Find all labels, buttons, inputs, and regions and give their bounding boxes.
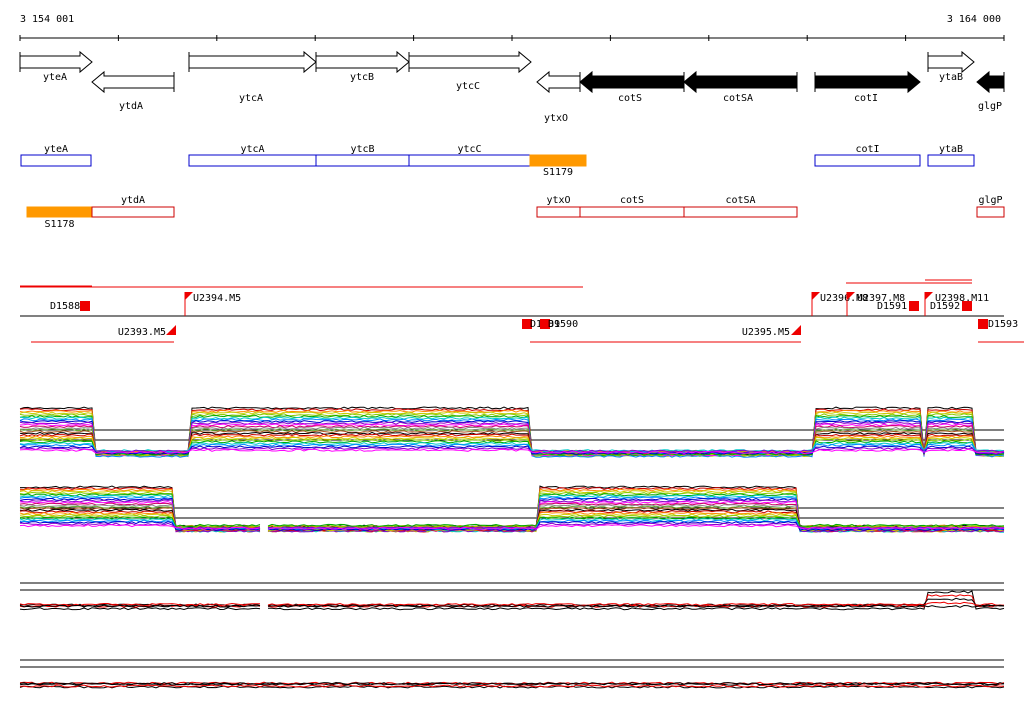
- annotation-box: [927, 154, 975, 167]
- gene-arrow: [315, 50, 410, 74]
- annotation-label: ytcC: [457, 144, 481, 155]
- feature-label: D1588: [50, 301, 80, 312]
- annotation-box: [91, 206, 175, 218]
- segment-box: [26, 206, 93, 218]
- gene-label: glgP: [978, 101, 1002, 112]
- expression-line: [19, 590, 1005, 611]
- gene-label: ytdA: [119, 101, 143, 112]
- expression-line: [19, 511, 1005, 528]
- annotation-label: ytaB: [939, 144, 963, 155]
- gene-label: ytcC: [456, 81, 480, 92]
- gene-arrow: [579, 70, 685, 94]
- feature-label: D1590: [548, 319, 578, 330]
- gene-arrow: [188, 50, 317, 74]
- annotation-box: [536, 206, 581, 218]
- annotation-box: [20, 154, 92, 167]
- feature-label: U2397.M8: [857, 293, 905, 304]
- expression-line: [19, 524, 1005, 530]
- feature-marker: [812, 292, 820, 300]
- expression-line: [19, 440, 1005, 456]
- annotation-label: ytdA: [121, 195, 145, 206]
- annotation-label: ytcA: [240, 144, 264, 155]
- expression-line: [19, 516, 1005, 527]
- expression-line: [19, 604, 1005, 608]
- gene-label: yteA: [43, 72, 67, 83]
- feature-marker: [166, 325, 176, 335]
- ruler-end: 3 164 000: [947, 14, 1001, 25]
- segment-box: [529, 154, 587, 167]
- feature-marker: [185, 292, 193, 300]
- expression-line: [19, 409, 1004, 457]
- annotation-label: cotI: [855, 144, 879, 155]
- feature-marker: [962, 301, 972, 311]
- annotation-box: [579, 206, 685, 218]
- expression-line: [19, 597, 1005, 607]
- expression-line: [19, 418, 1005, 458]
- annotation-label: cotS: [620, 195, 644, 206]
- annotation-label: yteA: [44, 144, 68, 155]
- gene-arrow: [408, 50, 532, 74]
- feature-label: U2396.M8: [820, 293, 868, 304]
- annotation-box: [814, 154, 921, 167]
- expression-line: [19, 445, 1005, 455]
- expression-line: [19, 425, 1004, 454]
- annotation-label: S1179: [543, 167, 573, 178]
- feature-marker: [80, 301, 90, 311]
- annotation-label: ytxO: [546, 195, 570, 206]
- feature-marker: [925, 292, 933, 300]
- expression-line: [19, 448, 1005, 455]
- feature-marker: [978, 319, 988, 329]
- gene-arrow: [683, 70, 798, 94]
- feature-marker: [522, 319, 532, 329]
- gene-label: cotSA: [723, 93, 753, 104]
- feature-marker: [847, 292, 855, 300]
- gene-arrow: [91, 70, 175, 94]
- gene-label: cotS: [618, 93, 642, 104]
- feature-label: D1592: [930, 301, 960, 312]
- gene-arrow: [19, 50, 93, 74]
- feature-label: D1591: [877, 301, 907, 312]
- annotation-box: [683, 206, 798, 218]
- gene-label: ytaB: [939, 72, 963, 83]
- feature-label: U2395.M5: [742, 327, 790, 338]
- gene-arrow: [536, 70, 581, 94]
- annotation-label: cotSA: [725, 195, 755, 206]
- feature-label: U2394.M5: [193, 293, 241, 304]
- gene-label: ytcA: [239, 93, 263, 104]
- gene-arrow: [927, 50, 975, 74]
- feature-label: U2398.M11: [935, 293, 989, 304]
- ruler-start: 3 154 001: [20, 14, 74, 25]
- expression-line: [19, 514, 1005, 529]
- feature-marker: [540, 319, 550, 329]
- gene-label: cotI: [854, 93, 878, 104]
- annotation-label: ytcB: [350, 144, 374, 155]
- annotation-box: [315, 154, 410, 167]
- feature-marker: [791, 325, 801, 335]
- gene-arrow: [814, 70, 921, 94]
- feature-label: D1593: [988, 319, 1018, 330]
- annotation-label: S1178: [44, 219, 74, 230]
- gene-arrow: [976, 70, 1005, 94]
- annotation-box: [188, 154, 317, 167]
- feature-marker: [909, 301, 919, 311]
- annotation-label: glgP: [978, 195, 1002, 206]
- feature-label: U2393.M5: [118, 327, 166, 338]
- annotation-box: [408, 154, 531, 167]
- expression-line: [19, 684, 1005, 688]
- expression-line: [19, 447, 1005, 453]
- gene-label: ytcB: [350, 72, 374, 83]
- gene-label: ytxO: [544, 113, 568, 124]
- expression-line: [19, 682, 1005, 686]
- annotation-box: [976, 206, 1005, 218]
